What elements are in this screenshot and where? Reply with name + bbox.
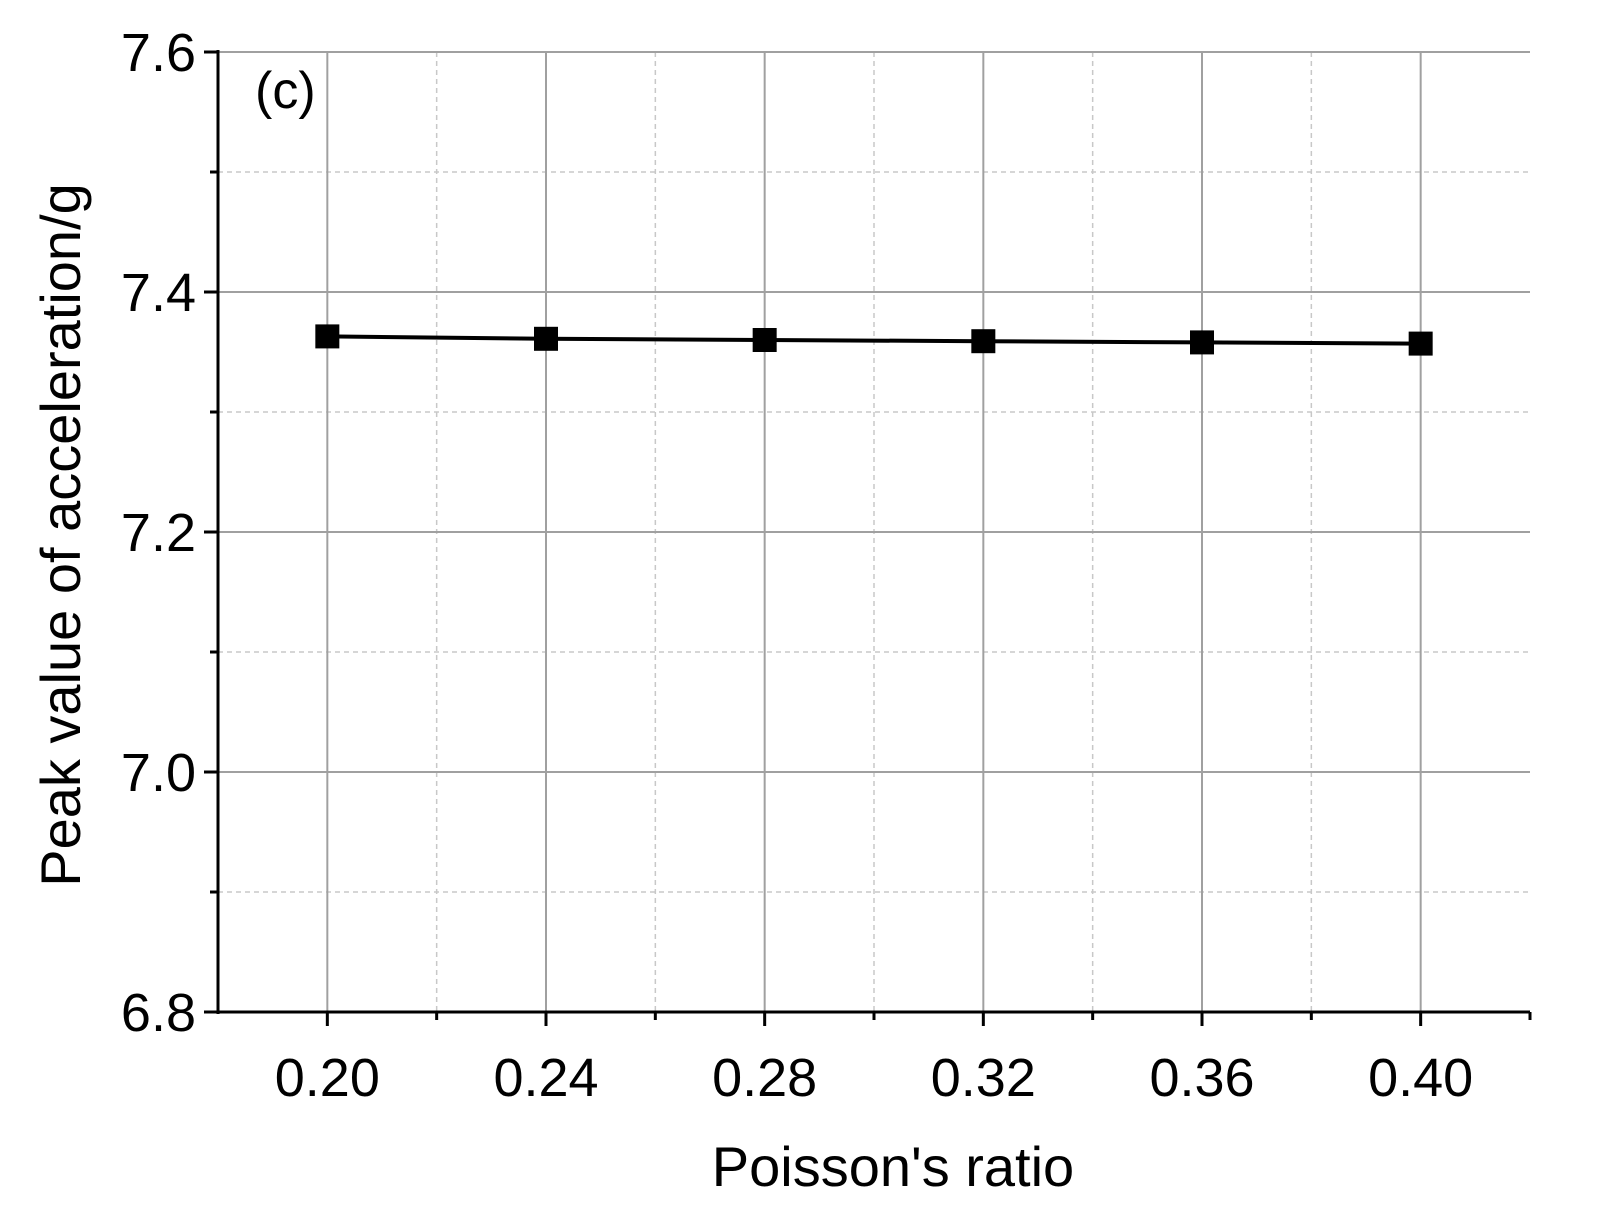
x-tick-label: 0.40 (1368, 1048, 1473, 1108)
data-point (971, 329, 996, 354)
data-point (534, 326, 558, 351)
x-axis-title: Poisson's ratio (712, 1135, 1074, 1198)
data-point (1190, 330, 1214, 355)
x-tick-label: 0.20 (275, 1048, 380, 1108)
y-tick-label: 6.8 (121, 983, 196, 1043)
y-axis-title: Peak value of acceleration/g (29, 183, 92, 887)
y-tick-label: 7.4 (121, 263, 196, 323)
panel-label: (c) (255, 62, 316, 120)
y-tick-label: 7.2 (121, 503, 196, 563)
x-tick-label: 0.24 (493, 1048, 598, 1108)
ticks (204, 50, 1532, 1026)
grid-major (218, 51, 1530, 1012)
x-tick-label: 0.32 (931, 1048, 1036, 1108)
y-tick-label: 7.6 (121, 23, 196, 83)
tick-labels: 0.20 0.24 0.28 0.32 0.36 0.40 6.8 7.0 7.2 7.4 7.6 (121, 23, 1473, 1108)
series-line (327, 334, 1421, 346)
data-point (315, 324, 340, 349)
data-point (1408, 331, 1433, 356)
y-tick-label: 7.0 (121, 743, 196, 803)
series (315, 324, 1433, 356)
data-point (752, 328, 777, 352)
x-tick-label: 0.28 (712, 1048, 817, 1108)
x-tick-label: 0.36 (1149, 1048, 1254, 1108)
